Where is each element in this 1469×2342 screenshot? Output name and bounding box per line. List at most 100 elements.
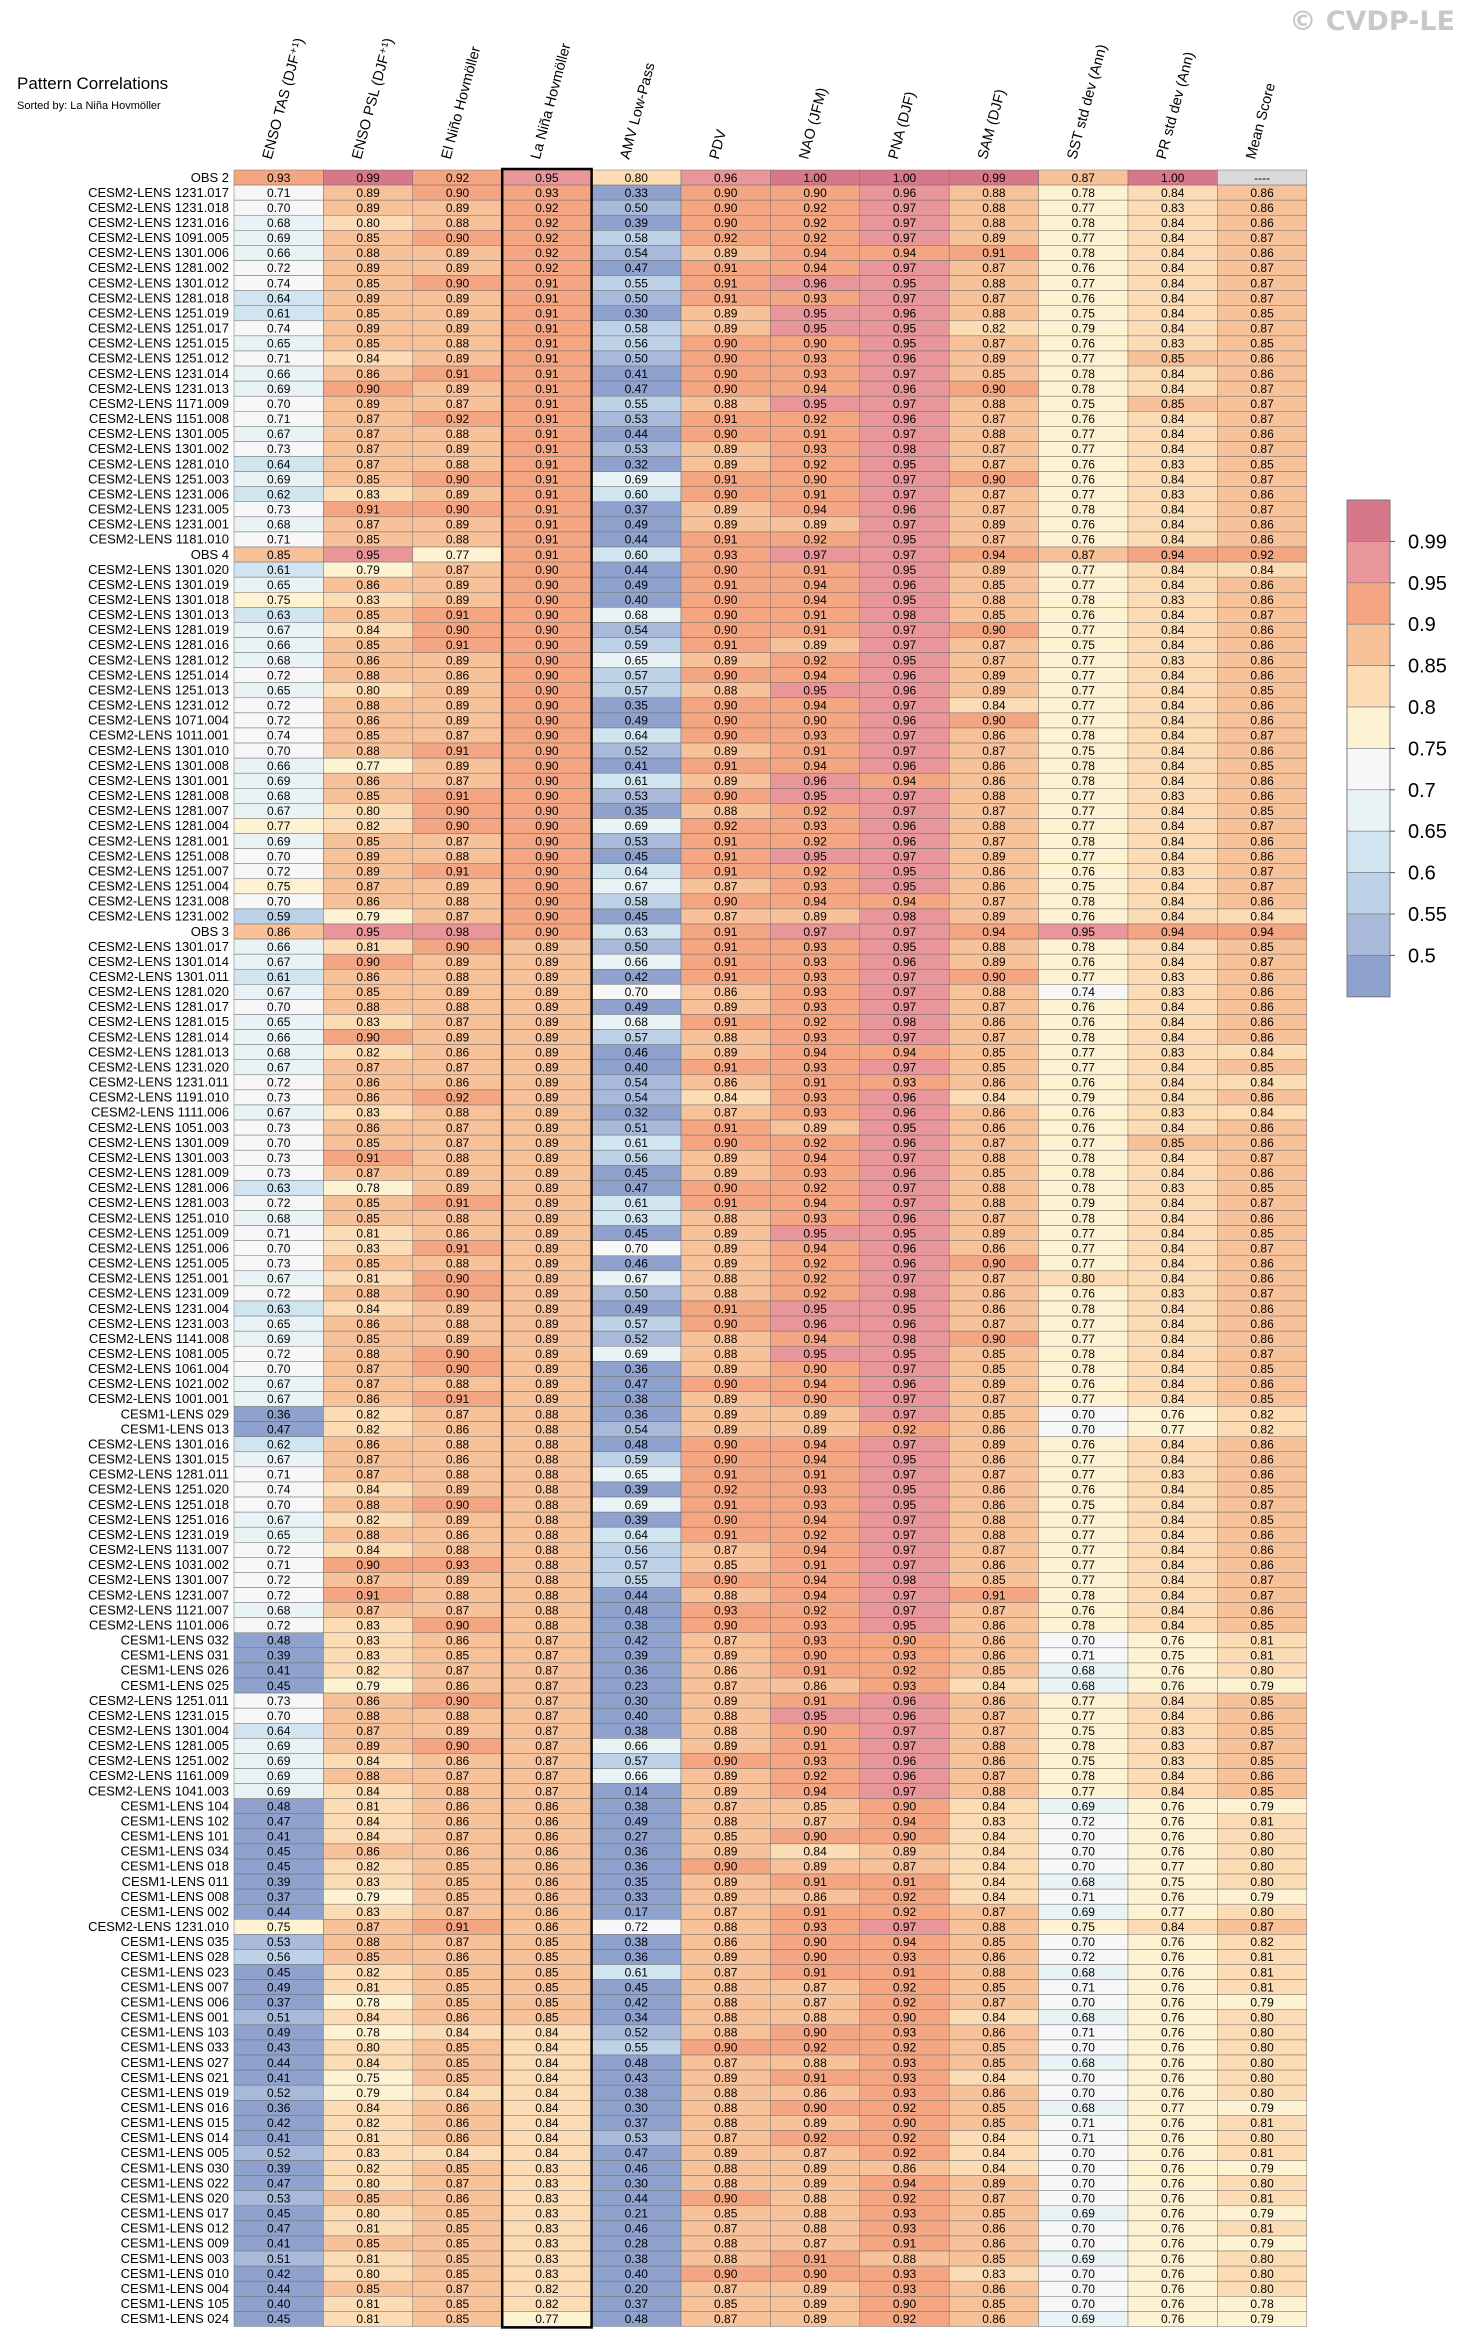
cell-value: 0.84 <box>1161 1241 1185 1255</box>
cell-value: 0.91 <box>714 291 738 305</box>
cell-value: 0.89 <box>535 1045 559 1059</box>
cell-value: 0.86 <box>356 1437 380 1451</box>
cell-value: 0.87 <box>535 1784 559 1798</box>
cell-value: 0.87 <box>714 1905 738 1919</box>
cell-value: 0.70 <box>1072 2161 1096 2175</box>
cell-value: 0.87 <box>1250 1739 1274 1753</box>
cell-value: 0.95 <box>803 322 827 336</box>
cell-value: 0.90 <box>446 623 470 637</box>
row-label: CESM2-LENS 1301.015 <box>88 1452 229 1467</box>
cell-value: 0.89 <box>714 1000 738 1014</box>
cell-value: 0.69 <box>267 1754 291 1768</box>
cell-value: 0.88 <box>535 1453 559 1467</box>
cell-value: 0.86 <box>446 1634 470 1648</box>
cell-value: 0.42 <box>625 1634 649 1648</box>
cell-value: 0.84 <box>1161 518 1185 532</box>
cell-value: 0.70 <box>1072 2297 1096 2311</box>
cell-value: 0.70 <box>267 1136 291 1150</box>
cell-value: 0.93 <box>893 2267 917 2281</box>
cell-value: 0.96 <box>893 306 917 320</box>
cell-value: 0.85 <box>714 2207 738 2221</box>
cell-value: 0.95 <box>1072 925 1096 939</box>
cell-value: 0.87 <box>446 563 470 577</box>
cell-value: 0.53 <box>625 442 649 456</box>
cell-value: 0.85 <box>356 789 380 803</box>
row-label: CESM2-LENS 1231.011 <box>89 1075 229 1090</box>
cell-value: 0.94 <box>803 593 827 607</box>
cell-value: 0.77 <box>1072 849 1096 863</box>
cell-value: 0.93 <box>803 1091 827 1105</box>
cell-value: 0.84 <box>1161 1784 1185 1798</box>
cell-value: 0.75 <box>1072 880 1096 894</box>
cell-value: 0.93 <box>893 1649 917 1663</box>
cell-value: 0.64 <box>625 864 649 878</box>
cell-value: 0.66 <box>625 955 649 969</box>
cell-value: 0.89 <box>446 578 470 592</box>
cell-value: 0.76 <box>1161 1814 1185 1828</box>
cell-value: 0.87 <box>446 397 470 411</box>
cell-value: 1.00 <box>803 171 827 185</box>
cell-value: 0.69 <box>267 834 291 848</box>
column-header: AMV Low-Pass <box>618 61 659 161</box>
cell-value: 0.87 <box>982 442 1006 456</box>
cell-value: 0.84 <box>1161 186 1185 200</box>
cell-value: 0.84 <box>1161 1211 1185 1225</box>
cell-value: 0.70 <box>1072 2086 1096 2100</box>
cell-value: 0.87 <box>714 1799 738 1813</box>
row-label: CESM1-LENS 027 <box>121 2055 229 2070</box>
cell-value: 0.88 <box>714 2252 738 2266</box>
cell-value: 0.87 <box>356 457 380 471</box>
cell-value: 0.87 <box>982 1709 1006 1723</box>
cell-value: 0.67 <box>267 1453 291 1467</box>
cell-value: 0.92 <box>535 231 559 245</box>
cell-value: 0.38 <box>625 1392 649 1406</box>
cell-value: 0.76 <box>1072 412 1096 426</box>
cell-value: 0.84 <box>1161 804 1185 818</box>
cell-value: 0.81 <box>356 2131 380 2145</box>
row-label: CESM2-LENS 1301.010 <box>88 743 229 758</box>
cell-value: 0.96 <box>893 759 917 773</box>
cell-value: 0.35 <box>625 1875 649 1889</box>
cell-value: 0.80 <box>356 216 380 230</box>
cell-value: 0.91 <box>803 1905 827 1919</box>
cell-value: 0.89 <box>356 291 380 305</box>
cell-value: 0.92 <box>535 201 559 215</box>
cell-value: 0.88 <box>446 533 470 547</box>
cell-value: 0.91 <box>803 608 827 622</box>
cell-value: 0.91 <box>446 1920 470 1934</box>
cell-value: 0.86 <box>1250 1257 1274 1271</box>
cell-value: 0.40 <box>625 593 649 607</box>
row-label: CESM2-LENS 1301.008 <box>88 758 229 773</box>
row-label: CESM2-LENS 1231.001 <box>88 517 229 532</box>
cell-value: 0.85 <box>1161 352 1185 366</box>
cell-value: 0.76 <box>1072 1076 1096 1090</box>
cell-value: 0.84 <box>535 2026 559 2040</box>
cell-value: 0.85 <box>1250 940 1274 954</box>
cell-value: 0.86 <box>982 864 1006 878</box>
cell-value: 0.89 <box>982 1437 1006 1451</box>
row-label: CESM2-LENS 1281.007 <box>88 803 229 818</box>
cell-value: 0.67 <box>267 427 291 441</box>
cell-value: 0.51 <box>267 2252 291 2266</box>
cell-value: 0.88 <box>535 1603 559 1617</box>
cell-value: 0.78 <box>1250 2297 1274 2311</box>
cell-value: 0.88 <box>982 1513 1006 1527</box>
cell-value: 0.85 <box>446 2207 470 2221</box>
cell-value: 0.84 <box>1161 1769 1185 1783</box>
cell-value: 0.90 <box>446 503 470 517</box>
row-label: CESM2-LENS 1191.010 <box>89 1090 229 1105</box>
row-label: CESM2-LENS 1251.009 <box>88 1225 229 1240</box>
cell-value: 0.97 <box>803 925 827 939</box>
cell-value: 0.92 <box>893 2191 917 2205</box>
cell-value: 0.67 <box>267 1513 291 1527</box>
cell-value: 0.89 <box>803 638 827 652</box>
cell-value: 0.73 <box>267 1694 291 1708</box>
cell-value: 0.87 <box>446 2282 470 2296</box>
cell-value: 0.86 <box>982 1302 1006 1316</box>
cell-value: 0.74 <box>1072 985 1096 999</box>
cell-value: 0.76 <box>1072 291 1096 305</box>
cell-value: 0.83 <box>1161 970 1185 984</box>
cell-value: 0.80 <box>1250 2026 1274 2040</box>
cell-value: 0.72 <box>267 261 291 275</box>
cell-value: 0.78 <box>1072 367 1096 381</box>
